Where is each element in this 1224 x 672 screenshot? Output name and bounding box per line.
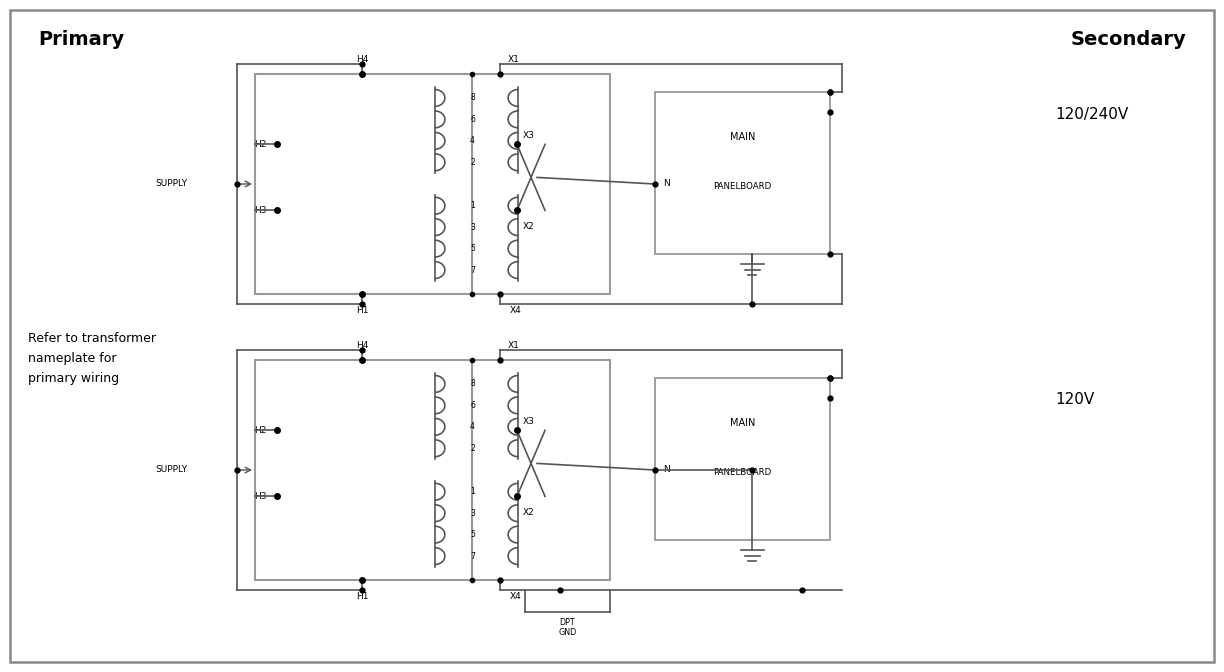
Text: H4: H4 bbox=[356, 341, 368, 350]
Text: H1: H1 bbox=[356, 306, 368, 315]
Text: SUPPLY: SUPPLY bbox=[155, 466, 187, 474]
Text: SUPPLY: SUPPLY bbox=[155, 179, 187, 189]
Text: 120/240V: 120/240V bbox=[1055, 106, 1129, 122]
Text: X4: X4 bbox=[510, 592, 521, 601]
Text: X1: X1 bbox=[508, 341, 520, 350]
Text: 1: 1 bbox=[470, 201, 475, 210]
Bar bbox=[255, 360, 472, 580]
Text: 3: 3 bbox=[470, 509, 475, 517]
Text: H1: H1 bbox=[356, 592, 368, 601]
Text: 5: 5 bbox=[470, 244, 475, 253]
Text: Primary: Primary bbox=[38, 30, 124, 49]
Text: X2: X2 bbox=[523, 509, 535, 517]
Text: N: N bbox=[663, 179, 670, 189]
Text: 2: 2 bbox=[470, 444, 475, 453]
Text: PANELBOARD: PANELBOARD bbox=[714, 181, 771, 191]
Bar bbox=[255, 74, 472, 294]
Text: 4: 4 bbox=[470, 422, 475, 431]
Text: DPT
GND: DPT GND bbox=[558, 618, 577, 638]
Text: H2: H2 bbox=[255, 140, 267, 149]
Text: X3: X3 bbox=[523, 132, 535, 140]
Text: H3: H3 bbox=[255, 492, 267, 501]
Text: X2: X2 bbox=[523, 222, 535, 231]
Text: X1: X1 bbox=[508, 55, 520, 64]
Bar bbox=[655, 378, 830, 540]
Text: H3: H3 bbox=[255, 206, 267, 215]
Text: N: N bbox=[663, 466, 670, 474]
Text: 7: 7 bbox=[470, 552, 475, 560]
Text: 1: 1 bbox=[470, 487, 475, 496]
Text: MAIN: MAIN bbox=[730, 132, 755, 142]
Text: 120V: 120V bbox=[1055, 392, 1094, 407]
Bar bbox=[472, 360, 610, 580]
Text: 7: 7 bbox=[470, 265, 475, 275]
Text: 4: 4 bbox=[470, 136, 475, 145]
Bar bbox=[472, 74, 610, 294]
Text: H2: H2 bbox=[255, 426, 267, 435]
Text: X4: X4 bbox=[510, 306, 521, 315]
Text: 8: 8 bbox=[470, 380, 475, 388]
Bar bbox=[655, 91, 830, 255]
Text: 6: 6 bbox=[470, 401, 475, 410]
Text: H4: H4 bbox=[356, 55, 368, 64]
Text: 5: 5 bbox=[470, 530, 475, 539]
Text: 6: 6 bbox=[470, 115, 475, 124]
Text: PANELBOARD: PANELBOARD bbox=[714, 468, 771, 476]
Text: MAIN: MAIN bbox=[730, 418, 755, 428]
Text: 3: 3 bbox=[470, 222, 475, 232]
Text: 2: 2 bbox=[470, 158, 475, 167]
Text: Refer to transformer
nameplate for
primary wiring: Refer to transformer nameplate for prima… bbox=[28, 332, 155, 385]
Text: X3: X3 bbox=[523, 417, 535, 427]
Text: Secondary: Secondary bbox=[1070, 30, 1186, 49]
Text: 8: 8 bbox=[470, 93, 475, 102]
